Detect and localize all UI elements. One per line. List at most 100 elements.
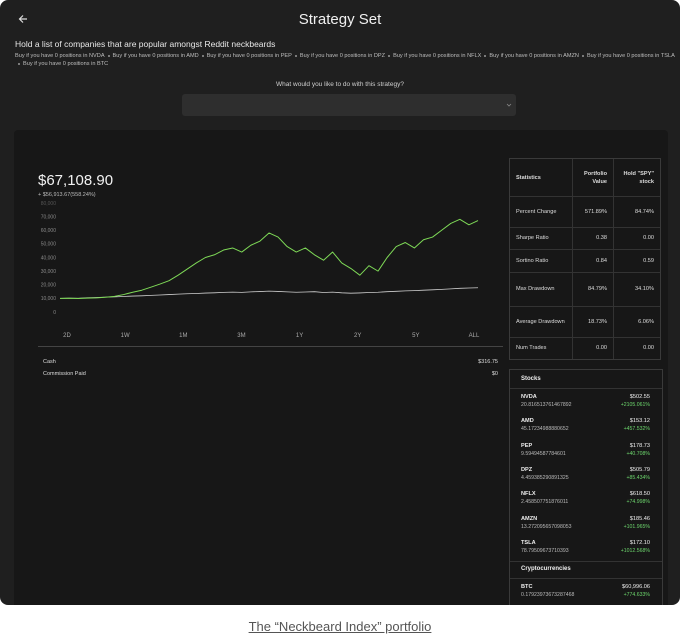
rule: Buy if you have 0 positions in NFLX <box>393 53 482 59</box>
header-cell: Hold "SPY" stock <box>623 170 654 185</box>
period-button[interactable]: 1W <box>120 333 130 339</box>
symbol: BTC <box>521 584 533 591</box>
separator-dot <box>201 54 204 57</box>
table-cell: Percent Change <box>516 208 557 215</box>
chart: 0 10,000 20,000 30,000 40,000 50,000 60,000 70,… <box>41 201 479 316</box>
quantity: 20.816513761467892 <box>521 402 572 408</box>
change: +2105.061% <box>620 402 650 408</box>
symbol: PEP <box>521 442 533 449</box>
back-button[interactable] <box>17 13 29 25</box>
header-cell: Statistics <box>516 174 541 181</box>
portfolio-panel <box>14 130 668 605</box>
account-value: $0 <box>491 371 498 377</box>
symbol: NVDA <box>521 394 537 400</box>
price: $153.12 <box>629 418 650 425</box>
caption[interactable]: The “Neckbeard Index” portfolio <box>248 619 432 634</box>
symbol: AMZN <box>521 515 538 522</box>
quantity: 4.459385290891325 <box>521 474 569 481</box>
rule: Buy if you have 0 positions in PEP <box>206 53 292 59</box>
table-cell: 84.74% <box>635 208 654 215</box>
separator-dot <box>107 54 110 57</box>
y-tick-label: 60,000 <box>41 228 57 234</box>
account-label: Cash <box>43 359 56 365</box>
period-button[interactable]: 1M <box>179 333 188 339</box>
period-button[interactable]: 2Y <box>354 333 362 339</box>
y-tick-label: 70,000 <box>41 214 57 220</box>
divider <box>38 346 503 347</box>
portfolio-value: $67,108.90 <box>38 172 114 189</box>
rule: Buy if you have 0 positions in DPZ <box>299 53 386 59</box>
table-cell: Sharpe Ratio <box>516 235 549 241</box>
table-cell: Num Trades <box>516 345 547 351</box>
row-divider <box>510 337 660 338</box>
section-divider <box>510 388 662 389</box>
price: $185.46 <box>629 515 650 522</box>
select-chevron <box>506 103 512 107</box>
y-tick-label: 20,000 <box>41 283 57 289</box>
price: $502.55 <box>629 394 650 400</box>
action-select[interactable] <box>182 94 516 116</box>
quantity: 45.17234988880652 <box>521 426 569 433</box>
period-button[interactable]: 1Y <box>295 333 304 339</box>
row-divider <box>510 272 660 273</box>
quantity: 13.272095657098053 <box>521 523 572 530</box>
portfolio-change: + $56,913.67(558.24%) <box>38 192 96 198</box>
quantity: 2.458507751876011 <box>521 499 569 506</box>
y-tick-label: 80,000 <box>41 201 57 207</box>
table-cell: 34.10% <box>635 286 654 292</box>
change: +1012.568% <box>620 547 650 554</box>
section-title: Cryptocurrencies <box>521 566 571 573</box>
column-divider <box>613 159 614 359</box>
change: +457.532% <box>623 426 650 433</box>
series-line <box>59 218 479 300</box>
quantity: 78.79509673710393 <box>521 547 569 554</box>
period-button[interactable]: 3M <box>237 333 246 339</box>
period-button[interactable]: ALL <box>468 333 480 339</box>
table-cell: Sortino Ratio <box>516 257 549 264</box>
section-divider <box>510 561 662 563</box>
y-tick-label: 0 <box>53 310 56 316</box>
series-line <box>59 287 479 299</box>
row-divider <box>510 227 660 228</box>
rule: Buy if you have 0 positions in AMD <box>112 53 199 59</box>
period-button[interactable]: 5Y <box>412 333 420 339</box>
price: $172.10 <box>629 539 650 546</box>
column-divider <box>572 159 573 359</box>
separator-dot <box>294 54 297 57</box>
header-cell: Portfolio Value <box>584 170 607 185</box>
period-button[interactable]: 2D <box>63 333 71 339</box>
change: +101.965% <box>623 523 650 530</box>
holdings-list: Stocks NVDA 20.816513761467892 $502.55 +2105… <box>509 369 663 605</box>
change: +74.998% <box>626 499 650 506</box>
section-title: Stocks <box>521 376 541 382</box>
rule: Buy if you have 0 positions in AMZN <box>489 53 579 59</box>
change: +85.434% <box>626 474 650 481</box>
price: $178.73 <box>629 442 650 449</box>
statistics-table: Statistics Portfolio Value Hold "SPY" stoc… <box>509 158 661 360</box>
price: $505.79 <box>629 466 650 473</box>
rule: Buy if you have 0 positions in BTC <box>23 61 109 67</box>
row-divider <box>510 196 660 197</box>
y-tick-label: 40,000 <box>41 255 57 261</box>
rule: Buy if you have 0 positions in NVDA <box>15 53 105 59</box>
symbol: TSLA <box>521 539 536 546</box>
account-value: $316.75 <box>478 359 498 365</box>
strategy-description: Hold a list of companies that are popula… <box>15 39 276 49</box>
rule: Buy if you have 0 positions in TSLA <box>586 53 675 59</box>
symbol: DPZ <box>521 466 533 473</box>
change: +774.633% <box>623 592 650 599</box>
table-cell: Max Drawdown <box>516 286 555 292</box>
table-cell: 0.59 <box>643 257 654 264</box>
table-cell: 0.00 <box>643 345 654 351</box>
page-title: Strategy Set <box>298 11 382 28</box>
table-cell: 571.89% <box>584 208 607 215</box>
action-prompt: What would you like to do with this stra… <box>276 81 404 88</box>
separator-dot <box>484 54 487 57</box>
table-cell: 0.84 <box>596 257 607 264</box>
table-cell: Average Drawdown <box>516 318 565 325</box>
row-divider <box>510 249 660 250</box>
table-cell: 84.79% <box>588 286 607 292</box>
price: $618.50 <box>629 491 650 498</box>
quantity: 9.59494587784601 <box>521 450 566 457</box>
symbol: NFLX <box>521 491 536 498</box>
